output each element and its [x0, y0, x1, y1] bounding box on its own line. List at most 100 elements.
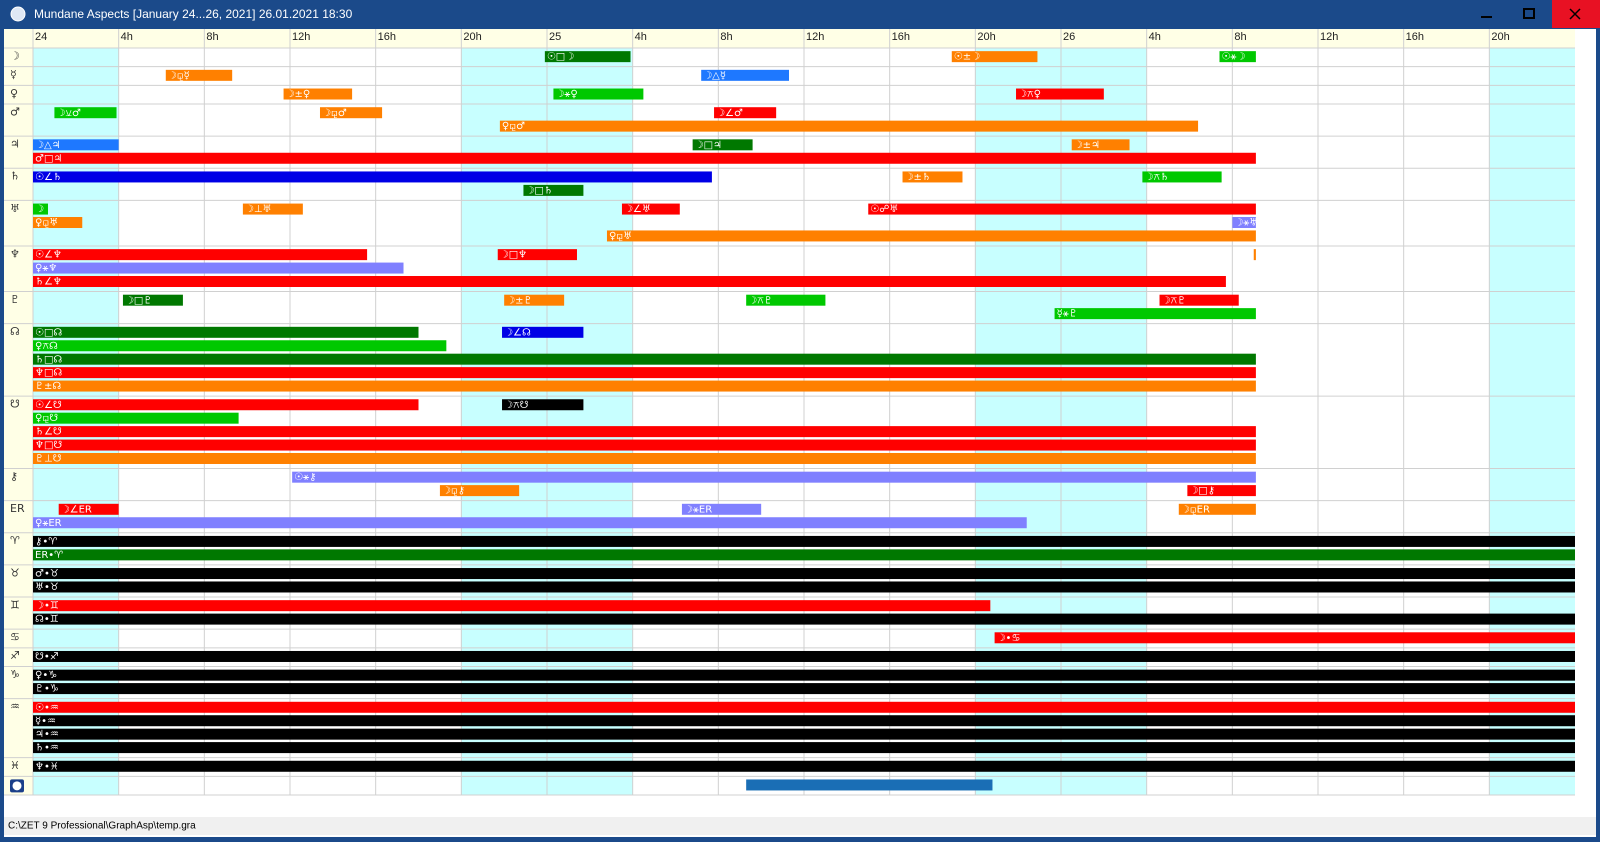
row-label: ♅	[10, 202, 20, 215]
aspect-label: ♀⚼♅	[609, 231, 632, 242]
aspect-bar	[1054, 308, 1256, 320]
maximize-button[interactable]	[1508, 0, 1552, 28]
aspect-label: ☽±♃	[1074, 140, 1100, 151]
aspect-bar	[33, 399, 419, 411]
aspect-bar	[1253, 249, 1256, 261]
x-tick-label: 16h	[892, 31, 910, 43]
aspect-label: ☽△♃	[35, 140, 61, 151]
aspect-bar	[33, 701, 1575, 713]
aspect-label: ☽±♄	[905, 172, 931, 183]
aspect-bar	[33, 426, 1256, 438]
row-label: ☽	[10, 49, 20, 62]
aspect-label: ☋•♐	[35, 652, 59, 663]
aspect-label: ☿⚹♇	[1057, 309, 1078, 320]
row-label: ♈	[10, 534, 20, 547]
aspect-label: ☽⚼☿	[168, 70, 190, 81]
aspect-label: ☉⚹☽	[1221, 52, 1245, 63]
aspect-bar	[33, 412, 239, 424]
x-tick-label: 8h	[206, 31, 218, 43]
row-label: ⚷	[10, 470, 18, 483]
aspect-label: ♄•♒	[35, 743, 59, 754]
row-label: ♂	[10, 105, 20, 118]
row-label: ♄	[10, 170, 20, 183]
aspect-bar	[33, 367, 1256, 379]
aspect-label: ☽⚼♂	[322, 108, 347, 119]
row-label: ☿	[10, 68, 17, 81]
aspect-bar	[33, 760, 1575, 772]
minimize-button[interactable]	[1466, 0, 1508, 28]
aspect-bar	[33, 517, 1027, 529]
x-tick-label: 20h	[463, 31, 481, 43]
aspect-bar	[33, 452, 1256, 464]
aspect-label: ♀⚼♂	[502, 121, 525, 132]
aspect-label: ♄∠☋	[35, 427, 62, 438]
aspect-label: ☉□☽	[547, 52, 574, 63]
aspect-bar	[33, 139, 119, 151]
aspect-bar	[502, 326, 584, 338]
aspect-label: ☽⚺♂	[56, 108, 81, 119]
aspect-bar	[1159, 294, 1239, 306]
aspect-label: ☽⚻♀	[1018, 89, 1041, 100]
night-band	[1489, 48, 1575, 795]
x-tick-label: 26	[1063, 31, 1075, 43]
x-tick-label: 16h	[378, 31, 396, 43]
aspect-label: ☉□☊	[35, 327, 62, 338]
aspect-bar	[951, 51, 1038, 63]
aspect-label: ☽△☿	[703, 70, 726, 81]
aspect-label: ☉∠♄	[35, 172, 62, 183]
aspect-bar	[33, 535, 1575, 547]
aspect-label: ☽⚻♇	[748, 295, 773, 306]
aspect-bar	[621, 203, 680, 215]
aspect-label: ☽□♇	[125, 295, 152, 306]
aspect-label: ☽⚻♄	[1144, 172, 1169, 183]
aspect-bar	[1232, 217, 1256, 229]
aspect-bar	[1187, 485, 1256, 497]
row-icon-dot	[12, 781, 22, 791]
x-tick-label: 24	[35, 31, 47, 43]
aspect-label: ♀•♑	[35, 670, 57, 681]
aspect-label: ☽⚹ER	[684, 504, 712, 515]
close-button[interactable]	[1552, 0, 1600, 28]
aspect-label: ♆□☋	[35, 440, 62, 451]
aspect-label: ♂□♃	[35, 153, 62, 164]
x-tick-label: 4h	[121, 31, 133, 43]
aspect-label: ♇•♑	[35, 684, 59, 695]
aspect-bar	[439, 485, 520, 497]
aspect-label: ♀⚻☊	[35, 341, 58, 352]
app-icon	[10, 6, 26, 22]
aspect-label: ☽±♀	[286, 89, 311, 100]
row-label: ☋	[10, 397, 20, 410]
aspect-bar	[33, 683, 1575, 695]
aspect-bar	[33, 262, 404, 274]
aspect-label: ☉⚹⚷	[294, 472, 316, 483]
row-label: ♑	[10, 668, 20, 681]
row-label: ☊	[10, 325, 20, 338]
x-tick-label: 20h	[977, 31, 995, 43]
aspect-label: ♇⊥☋	[35, 454, 62, 465]
row-label: ♊	[10, 598, 20, 611]
aspect-bar	[283, 88, 353, 100]
aspect-bar	[1071, 139, 1130, 151]
aspect-label: ☽⊥♅	[245, 204, 272, 215]
aspect-label: ☽∠♅	[624, 204, 651, 215]
aspect-bar	[33, 715, 1575, 727]
aspect-bar	[544, 51, 631, 63]
aspect-bar	[523, 184, 584, 196]
aspect-bar	[33, 353, 1256, 365]
aspect-label: ☽⚻♇	[1162, 295, 1187, 306]
aspect-label: ☿•♒	[35, 716, 56, 727]
aspect-label: ☽⚼⚷	[442, 486, 465, 497]
aspect-bar	[1219, 51, 1256, 63]
aspect-bar	[33, 152, 1256, 164]
row-label: ♓	[10, 759, 20, 772]
aspect-label: ☉±☽	[954, 52, 980, 63]
aspect-bar	[1142, 171, 1222, 183]
aspect-bar	[33, 171, 712, 183]
aspect-label: ☽⚻☋	[504, 400, 529, 411]
aspect-label: ☽∠☊	[504, 327, 531, 338]
x-tick-label: 25	[549, 31, 561, 43]
aspect-bar	[33, 650, 1575, 662]
aspect-label: ♆•♓	[35, 761, 59, 772]
aspect-label: ☉∠♆	[35, 250, 62, 261]
